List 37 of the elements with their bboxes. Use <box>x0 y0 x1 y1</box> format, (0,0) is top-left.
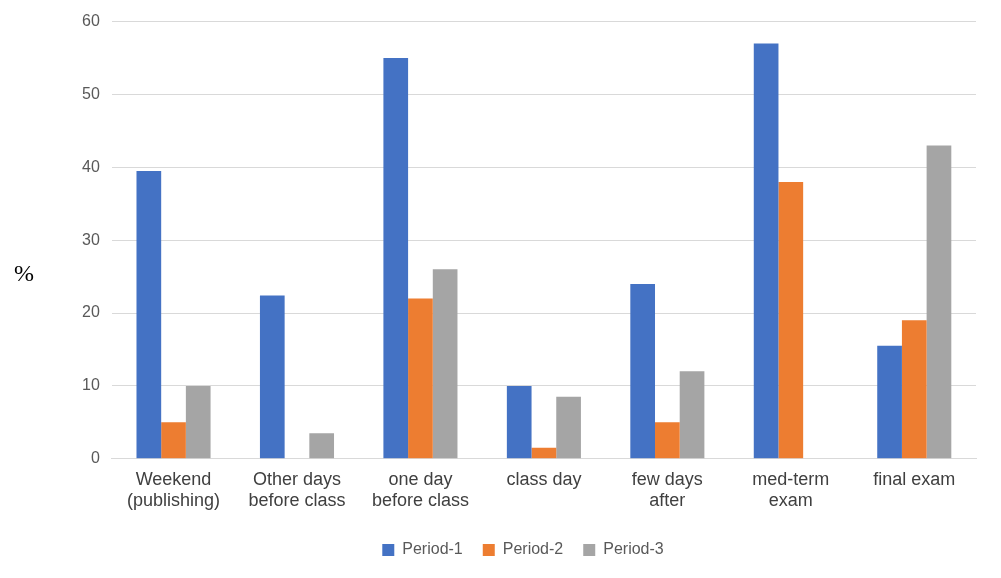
bar <box>753 43 779 459</box>
y-tick-label: 50 <box>82 84 100 102</box>
bar <box>432 269 458 459</box>
bar <box>383 58 409 459</box>
bar <box>630 283 656 459</box>
x-tick-label: Other days before class <box>248 468 346 511</box>
x-tick-label: one day before class <box>371 468 469 511</box>
bar <box>309 433 335 459</box>
bar <box>926 145 952 459</box>
legend-label: Period-2 <box>502 540 564 558</box>
bar <box>655 422 680 459</box>
bar <box>506 385 532 459</box>
x-tick-label: Weekend (publishing) <box>126 468 221 511</box>
y-tick-label: 20 <box>82 303 100 321</box>
bar <box>185 385 211 459</box>
y-tick-label: 60 <box>82 12 100 30</box>
x-tick-label: class day <box>506 468 582 489</box>
bar <box>531 447 557 459</box>
x-tick-label: final exam <box>873 468 956 489</box>
y-tick-label: 10 <box>82 376 100 394</box>
bar <box>679 371 705 459</box>
y-axis-title: % <box>14 260 34 287</box>
legend-label: Period-1 <box>402 540 463 558</box>
x-tick-label: med-term exam <box>752 468 830 511</box>
bar <box>259 295 285 459</box>
y-tick-label: 0 <box>90 449 100 467</box>
bar <box>408 298 433 459</box>
bar <box>556 396 581 459</box>
bar <box>136 170 162 459</box>
bar <box>901 320 927 459</box>
bar <box>778 181 804 459</box>
y-tick-label: 40 <box>82 157 100 175</box>
bar <box>161 422 186 459</box>
x-tick-label: few days after <box>631 468 703 511</box>
bar <box>877 345 902 459</box>
y-tick-label: 30 <box>82 230 100 248</box>
legend-label: Period-3 <box>603 540 664 558</box>
